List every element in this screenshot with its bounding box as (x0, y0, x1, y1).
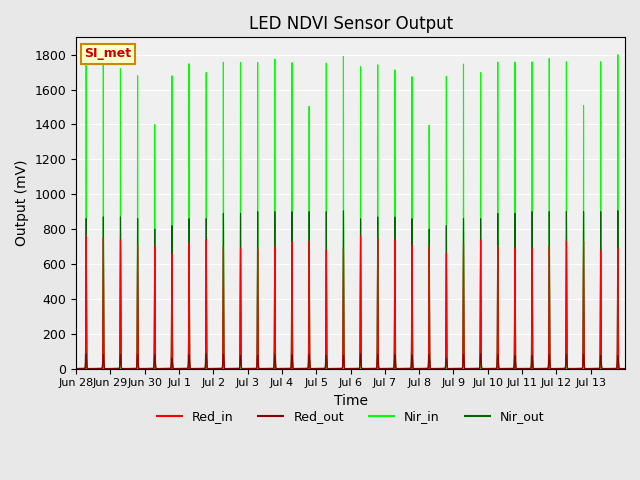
Red_out (223, 366, 231, 372)
Text: SI_met: SI_met (84, 47, 131, 60)
Nir_out (261, 366, 269, 372)
Line: Nir_out: Nir_out (76, 211, 625, 369)
Nir_in (614, 52, 621, 58)
Red_out (537, 366, 545, 372)
Red_out (83, 351, 90, 357)
Red_out (574, 366, 582, 372)
Nir_in (122, 366, 129, 372)
Nir_in (574, 366, 582, 372)
Red_in (497, 366, 504, 372)
Legend: Red_in, Red_out, Nir_in, Nir_out: Red_in, Red_out, Nir_in, Nir_out (152, 406, 549, 429)
Red_in (83, 233, 90, 239)
Nir_out (574, 366, 582, 372)
Red_in (223, 366, 231, 372)
Title: LED NDVI Sensor Output: LED NDVI Sensor Output (248, 15, 452, 33)
Nir_out (122, 366, 129, 372)
Red_out (497, 366, 504, 372)
Nir_out (223, 366, 231, 372)
Red_in (72, 366, 80, 372)
Nir_out (614, 208, 621, 214)
Nir_in (621, 366, 629, 372)
Red_in (122, 366, 129, 372)
Nir_out (537, 366, 545, 372)
Nir_in (261, 366, 269, 372)
Y-axis label: Output (mV): Output (mV) (15, 160, 29, 246)
Red_out (72, 366, 80, 372)
Line: Red_in: Red_in (76, 236, 625, 369)
Line: Nir_in: Nir_in (76, 55, 625, 369)
Nir_in (223, 366, 231, 372)
Red_in (537, 366, 545, 372)
Nir_out (621, 366, 629, 372)
Red_out (621, 366, 629, 372)
Red_in (621, 366, 629, 372)
Nir_in (537, 366, 545, 372)
Red_in (574, 366, 582, 372)
Nir_out (72, 366, 80, 372)
Red_out (261, 366, 269, 372)
Nir_in (497, 366, 504, 372)
Red_in (261, 366, 269, 372)
Red_out (122, 366, 129, 372)
Line: Red_out: Red_out (76, 354, 625, 369)
X-axis label: Time: Time (333, 394, 367, 408)
Nir_out (497, 366, 504, 372)
Nir_in (72, 366, 80, 372)
